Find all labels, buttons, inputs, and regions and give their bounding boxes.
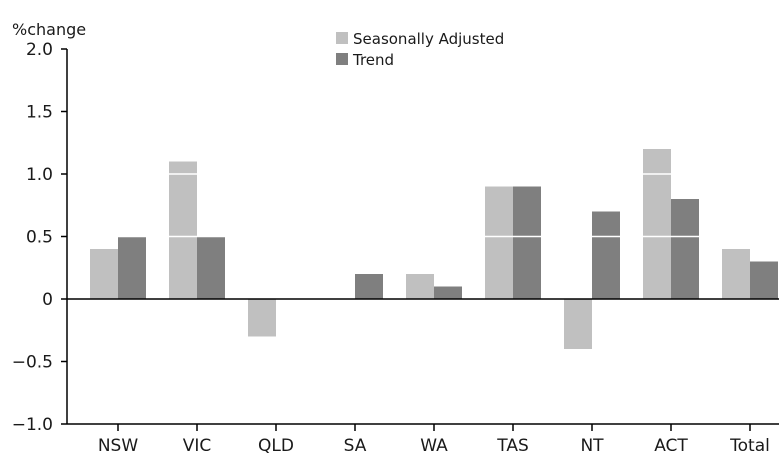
bar-trend-sa (355, 274, 383, 299)
y-axis-title: %change (12, 20, 86, 39)
bar-seasonally-adjusted-tas (485, 186, 513, 299)
legend-swatch-seasonally-adjusted (336, 32, 348, 44)
legend-label-seasonally-adjusted: Seasonally Adjusted (353, 30, 504, 48)
legend-swatch-trend (336, 53, 348, 65)
x-labels-group: NSW VIC QLD SA WA TAS NT ACT Total (98, 424, 770, 456)
bar-seasonally-adjusted-wa (406, 274, 434, 299)
y-tick-label: 0 (42, 290, 53, 310)
bar-seasonally-adjusted-act (643, 149, 671, 299)
x-tick-label-vic: VIC (183, 436, 212, 456)
y-tick-label: 0.5 (26, 228, 53, 248)
y-ticks-group: 2.0 1.5 1.0 0.5 0 −0.5 −1.0 (12, 40, 67, 435)
bar-trend-vic (197, 236, 225, 299)
bar-seasonally-adjusted-qld (248, 299, 276, 337)
x-tick-label-total: Total (729, 436, 770, 456)
y-tick-label: −0.5 (12, 353, 53, 373)
legend: Seasonally Adjusted Trend (336, 30, 504, 69)
bar-seasonally-adjusted-nsw (90, 249, 118, 299)
x-tick-label-nsw: NSW (98, 436, 139, 456)
x-tick-label-nt: NT (580, 436, 604, 456)
bar-trend-wa (434, 286, 462, 299)
y-tick-label: 1.5 (26, 103, 53, 123)
y-tick-label: −1.0 (12, 415, 53, 435)
legend-label-trend: Trend (352, 51, 394, 69)
bar-trend-total (750, 261, 778, 299)
bars-group (90, 149, 778, 349)
bar-seasonally-adjusted-nt (564, 299, 592, 349)
bar-seasonally-adjusted-vic (169, 161, 197, 299)
bar-seasonally-adjusted-total (722, 249, 750, 299)
x-tick-label-tas: TAS (496, 436, 529, 456)
x-tick-label-act: ACT (654, 436, 688, 456)
gridlines-group (67, 48, 779, 425)
x-tick-label-qld: QLD (258, 436, 294, 456)
y-tick-label: 1.0 (26, 165, 53, 185)
bar-trend-tas (513, 186, 541, 299)
bar-trend-act (671, 199, 699, 299)
x-tick-label-wa: WA (420, 436, 448, 456)
bar-trend-nsw (118, 236, 146, 299)
y-tick-label: 2.0 (26, 40, 53, 60)
x-tick-label-sa: SA (344, 436, 367, 456)
bar-trend-nt (592, 211, 620, 299)
